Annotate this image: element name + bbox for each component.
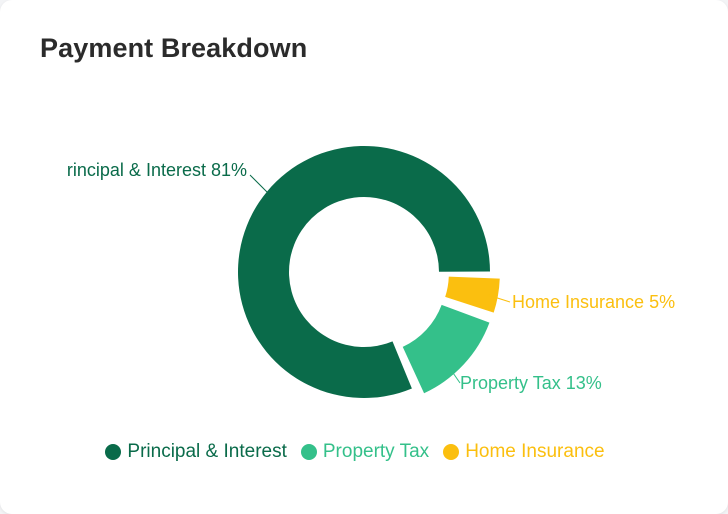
- legend-label-home-insurance: Home Insurance: [465, 441, 605, 462]
- donut-slices: [238, 145, 500, 398]
- leader-line-home-insurance: [487, 294, 511, 303]
- legend-dot-property-tax: [300, 444, 317, 460]
- legend-label-principal-interest: Principal & Interest: [127, 441, 287, 462]
- legend-item-property-tax[interactable]: Property Tax: [300, 441, 430, 463]
- slice-home-insurance[interactable]: [445, 276, 500, 313]
- slice-principal-interest[interactable]: [238, 145, 490, 398]
- slice-label-home-insurance: Home Insurance 5%: [512, 292, 675, 312]
- leader-line-property-tax: [450, 369, 461, 384]
- legend-item-home-insurance[interactable]: Home Insurance: [443, 441, 605, 463]
- legend-dot-principal-interest: [105, 444, 122, 460]
- card-title: Payment Breakdown: [40, 33, 308, 63]
- chart-legend: Principal & Interest Property Tax Home I…: [0, 441, 719, 463]
- legend-dot-home-insurance: [443, 444, 460, 460]
- legend-item-principal-interest[interactable]: Principal & Interest: [105, 441, 287, 463]
- slice-label-principal-interest: rincipal & Interest 81%: [67, 160, 247, 180]
- slice-label-property-tax: Property Tax 13%: [460, 373, 602, 393]
- leader-line-principal-interest: [249, 174, 269, 194]
- slice-labels: rincipal & Interest 81% Property Tax 13% H…: [67, 160, 675, 393]
- legend-label-property-tax: Property Tax: [322, 441, 430, 462]
- slice-property-tax[interactable]: [402, 304, 490, 394]
